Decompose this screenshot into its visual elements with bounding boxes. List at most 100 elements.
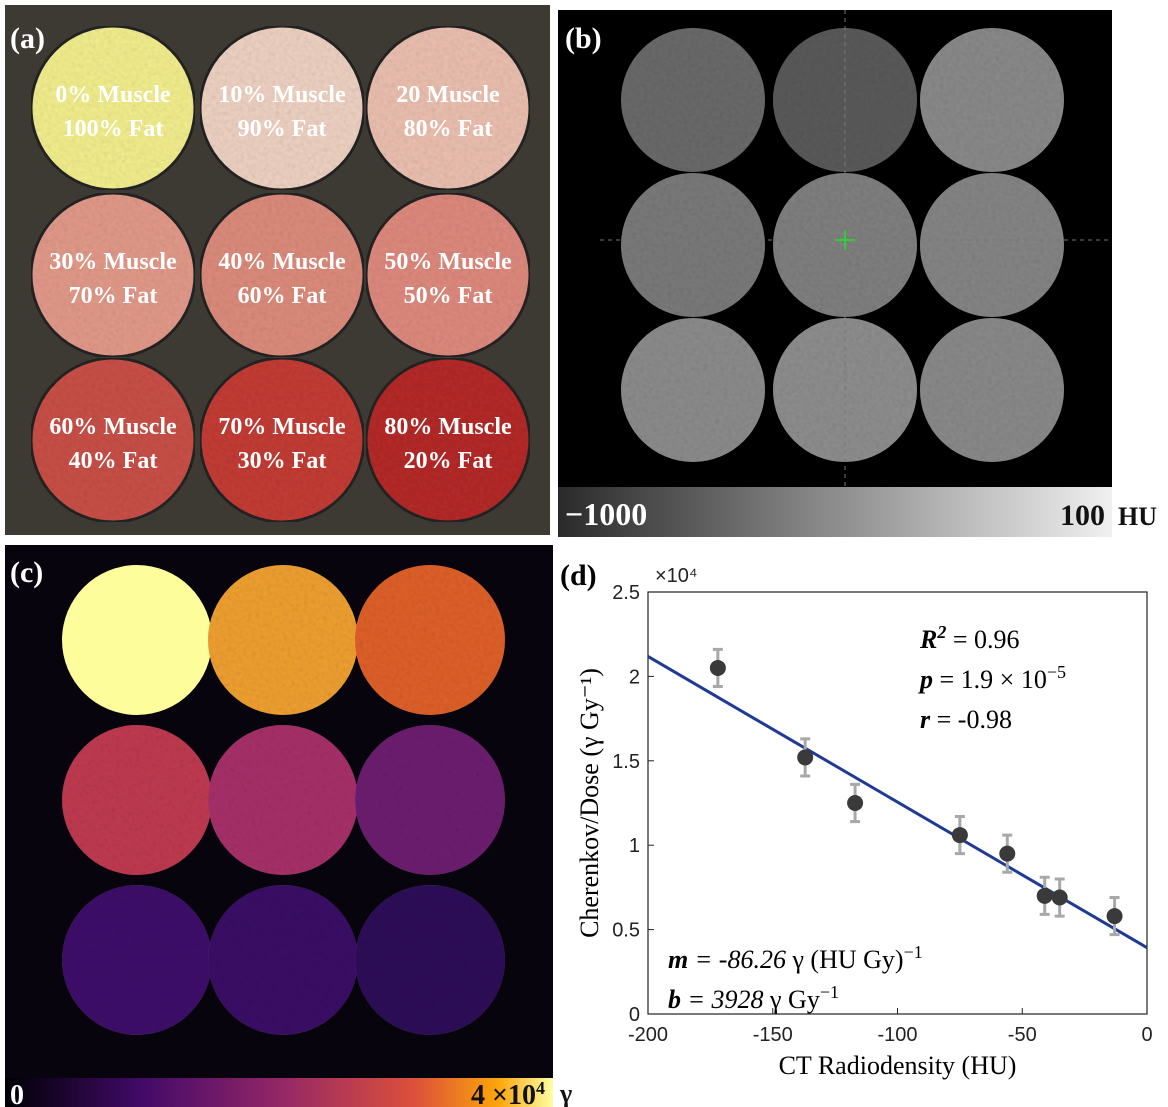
x-tick-label: -100 [877,1024,917,1046]
ct-sample [621,173,765,317]
sample [200,358,364,522]
sample [366,358,530,522]
fit-line [648,656,1147,947]
ct-sample [621,318,765,462]
x-tick-label: -50 [1008,1024,1037,1046]
cherenkov-sample [62,565,212,715]
sample-label: 40% Fat [69,448,158,474]
annotation: b = 3928 γ Gy−1 [668,982,839,1014]
y-tick-label: 0 [629,1004,640,1026]
colorbar-max: 100 [1060,499,1105,532]
sample-label: 20 Muscle [396,82,500,108]
sample-label: 10% Muscle [218,82,346,108]
colorbar-max: 4 ×104 [471,1078,545,1107]
y-tick-label: 0.5 [612,920,640,942]
annotation-text: = 1.9 × 10 [933,665,1047,694]
cherenkov-sample [355,565,505,715]
data-point [1107,908,1123,924]
sample-label: 70% Muscle [218,414,346,440]
x-tick-label: -150 [753,1024,793,1046]
sample-label: 70% Fat [69,283,158,309]
superscript: −1 [820,982,839,1002]
x-tick-label: 0 [1141,1024,1152,1046]
annotation: p = 1.9 × 10−5 [918,662,1066,694]
superscript: −5 [1047,662,1066,682]
annotation-text: = 0.96 [946,625,1019,654]
superscript: 4 [536,1078,545,1098]
panel-label: (d) [560,559,597,592]
sample-label: 50% Muscle [384,249,512,275]
data-point [1052,890,1068,906]
y-tick-label: 2 [629,666,640,688]
colorbar-min: −1000 [565,496,647,532]
annotation-name: p [918,665,933,694]
panel-d: (d) ×10⁴ -200 -150 -100 -50 0 0 0.5 1 1.5 2 2.5 CT Ra… [560,559,1153,1080]
sample-label: 20% Fat [404,448,493,474]
cherenkov-sample [208,885,358,1035]
colorbar-max: 4 ×10 [471,1080,536,1107]
ct-sample [920,173,1064,317]
sample-label: 50% Fat [404,283,493,309]
y-tick-label: 1.5 [612,751,640,773]
sample-label: 60% Fat [238,283,327,309]
sample-label: 40% Muscle [218,249,346,275]
colorbar-unit: HU [1118,502,1157,531]
cherenkov-sample [62,725,212,875]
colorbar-unit: γ [559,1079,572,1107]
panel-label: (c) [10,556,43,589]
sample [366,26,530,190]
annotation: R2 = 0.96 [919,622,1020,654]
sample-label: 80% Muscle [384,414,512,440]
data-point [797,749,813,765]
panel-b [621,28,1064,462]
sample-label: 0% Muscle [55,82,171,108]
y-multiplier: ×10⁴ [655,565,698,587]
y-tick-label: 1 [629,835,640,857]
annotation-name: R [919,625,937,654]
annotation-text: γ (HU Gy) [786,945,904,974]
data-point [1037,888,1053,904]
panel-label: (b) [565,22,602,55]
sample-label: 30% Muscle [49,249,177,275]
sample-label: 80% Fat [404,116,493,142]
cherenkov-sample [208,725,358,875]
ct-sample [920,318,1064,462]
sample-label: 30% Fat [238,448,327,474]
data-point [710,660,726,676]
colorbar-min: 0 [10,1080,24,1107]
y-tick-label: 2.5 [612,582,640,604]
cherenkov-sample [208,565,358,715]
cherenkov-sample [62,885,212,1035]
sample [200,193,364,357]
annotation-text: γ Gy [764,985,820,1014]
ct-sample [621,28,765,172]
sample-label: 100% Fat [63,116,164,142]
annotation: r = -0.98 [920,705,1012,734]
sample [31,26,195,190]
data-point [952,827,968,843]
figure: 0% Muscle 100% Fat 10% Muscle 90% Fat 20 Mus… [0,0,1168,1107]
panel-label: (a) [10,22,45,55]
sample-label: 90% Fat [238,116,327,142]
y-axis-title: Cherenkov/Dose (γ Gy⁻¹) [575,668,604,938]
sample [31,358,195,522]
annotation-name: m [668,945,688,974]
sample [31,193,195,357]
annotation-text: = -0.98 [930,705,1012,734]
cherenkov-sample [355,725,505,875]
data-point [999,846,1015,862]
annotation: m = -86.26 γ (HU Gy)−1 [668,942,923,974]
x-tick-label: -200 [628,1024,668,1046]
annotation-name: b [668,985,681,1014]
data-point [847,795,863,811]
ct-sample [920,28,1064,172]
sample [200,26,364,190]
cherenkov-sample [355,885,505,1035]
panel-a: 0% Muscle 100% Fat 10% Muscle 90% Fat 20 Mus… [31,26,530,522]
sample [366,193,530,357]
superscript: 2 [936,622,946,642]
panel-c [62,565,505,1035]
annotation-value: = -86.26 [688,945,786,974]
superscript: −1 [904,942,923,962]
x-axis-title: CT Radiodensity (HU) [779,1051,1017,1080]
